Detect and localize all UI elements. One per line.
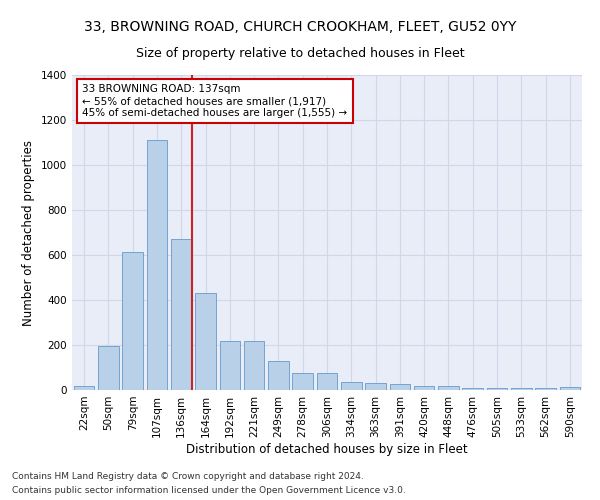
X-axis label: Distribution of detached houses by size in Fleet: Distribution of detached houses by size …: [186, 442, 468, 456]
Text: Contains HM Land Registry data © Crown copyright and database right 2024.: Contains HM Land Registry data © Crown c…: [12, 472, 364, 481]
Text: Size of property relative to detached houses in Fleet: Size of property relative to detached ho…: [136, 48, 464, 60]
Text: 33 BROWNING ROAD: 137sqm
← 55% of detached houses are smaller (1,917)
45% of sem: 33 BROWNING ROAD: 137sqm ← 55% of detach…: [82, 84, 347, 117]
Bar: [244, 340, 265, 390]
Bar: [438, 386, 459, 390]
Bar: [365, 383, 386, 390]
Bar: [195, 293, 216, 390]
Bar: [146, 140, 167, 390]
Bar: [122, 252, 143, 390]
Bar: [220, 340, 240, 390]
Bar: [414, 386, 434, 390]
Bar: [560, 388, 580, 390]
Bar: [511, 388, 532, 390]
Bar: [463, 388, 483, 390]
Bar: [487, 388, 508, 390]
Bar: [98, 346, 119, 390]
Text: 33, BROWNING ROAD, CHURCH CROOKHAM, FLEET, GU52 0YY: 33, BROWNING ROAD, CHURCH CROOKHAM, FLEE…: [84, 20, 516, 34]
Y-axis label: Number of detached properties: Number of detached properties: [22, 140, 35, 326]
Bar: [535, 388, 556, 390]
Text: Contains public sector information licensed under the Open Government Licence v3: Contains public sector information licen…: [12, 486, 406, 495]
Bar: [74, 386, 94, 390]
Bar: [341, 382, 362, 390]
Bar: [171, 240, 191, 390]
Bar: [292, 373, 313, 390]
Bar: [389, 384, 410, 390]
Bar: [268, 361, 289, 390]
Bar: [317, 373, 337, 390]
